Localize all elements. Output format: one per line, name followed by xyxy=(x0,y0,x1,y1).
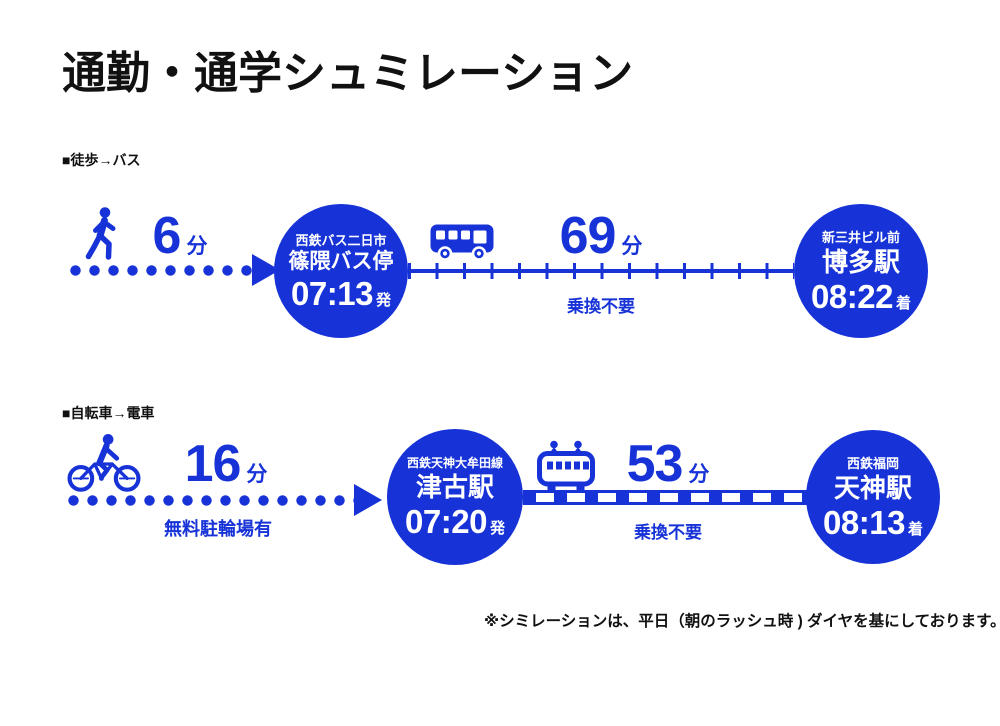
walk-duration: 6 分 xyxy=(118,210,242,262)
arrival-suffix: 着 xyxy=(907,521,923,539)
section-label-walk-bus: ■徒歩→バス xyxy=(62,152,141,168)
section-label-bicycle-train: ■自転車→電車 xyxy=(62,405,155,421)
destination-station-name: 博多駅 xyxy=(821,246,900,277)
departure-time: 07:13 xyxy=(291,274,373,312)
departure-suffix: 発 xyxy=(375,291,391,309)
destination-node-tenjin: 西鉄福岡 天神駅 08:13 着 xyxy=(806,430,940,564)
departure-time-row: 07:13 発 xyxy=(291,274,391,312)
departure-suffix: 発 xyxy=(489,520,505,538)
bicycle-duration-unit: 分 xyxy=(246,463,268,486)
transfer-note-train: 乗換不要 xyxy=(634,523,702,542)
bicycle-duration-value: 16 xyxy=(184,435,242,493)
bicycle-parking-note: 無料駐輪場有 xyxy=(164,519,272,539)
arrowhead-icon xyxy=(354,484,382,516)
bicycle-icon xyxy=(67,433,141,493)
departure-time: 07:20 xyxy=(405,503,487,541)
walk-dotted-path xyxy=(66,265,254,276)
bus-duration-unit: 分 xyxy=(621,235,643,258)
destination-node-hakata: 新三井ビル前 博多駅 08:22 着 xyxy=(794,204,928,338)
train-route-line xyxy=(523,490,808,505)
destination-line-name: 西鉄福岡 xyxy=(846,455,899,471)
train-duration-unit: 分 xyxy=(688,463,710,486)
origin-line-name: 西鉄天神大牟田線 xyxy=(406,455,503,470)
train-duration: 53 分 xyxy=(598,438,738,490)
arrival-time-row: 08:22 着 xyxy=(811,278,911,316)
arrival-suffix: 着 xyxy=(895,295,911,313)
arrival-time-row: 08:13 着 xyxy=(823,504,923,542)
arrival-time: 08:22 xyxy=(811,278,893,316)
page-title: 通勤・通学シュミレーション xyxy=(62,49,634,98)
walk-duration-value: 6 xyxy=(152,207,182,265)
bus-duration-value: 69 xyxy=(559,207,617,265)
origin-station-name: 篠隈バス停 xyxy=(288,249,394,273)
walking-person-icon xyxy=(84,206,122,260)
departure-time-row: 07:20 発 xyxy=(405,503,505,541)
destination-station-name: 天神駅 xyxy=(833,472,912,503)
bus-duration: 69 分 xyxy=(531,210,671,262)
walk-duration-unit: 分 xyxy=(186,235,208,258)
origin-station-name: 津古駅 xyxy=(415,471,494,502)
bicycle-duration: 16 分 xyxy=(156,438,296,490)
train-duration-value: 53 xyxy=(626,435,684,493)
bicycle-dotted-path xyxy=(64,495,354,506)
origin-node-tsuko: 西鉄天神大牟田線 津古駅 07:20 発 xyxy=(387,429,523,565)
origin-node-bus-stop: 西鉄バス二日市 篠隈バス停 07:13 発 xyxy=(274,204,408,338)
destination-line-name: 新三井ビル前 xyxy=(821,229,900,245)
bus-route-line xyxy=(408,263,794,279)
train-icon xyxy=(534,440,598,492)
bus-icon xyxy=(430,224,494,261)
simulation-footnote: ※シミレーションは、平日（朝のラッシュ時 ) ダイヤを基にしております。 xyxy=(484,613,1000,630)
arrival-time: 08:13 xyxy=(823,504,905,542)
origin-line-name: 西鉄バス二日市 xyxy=(295,232,387,248)
transfer-note-bus: 乗換不要 xyxy=(567,297,635,316)
